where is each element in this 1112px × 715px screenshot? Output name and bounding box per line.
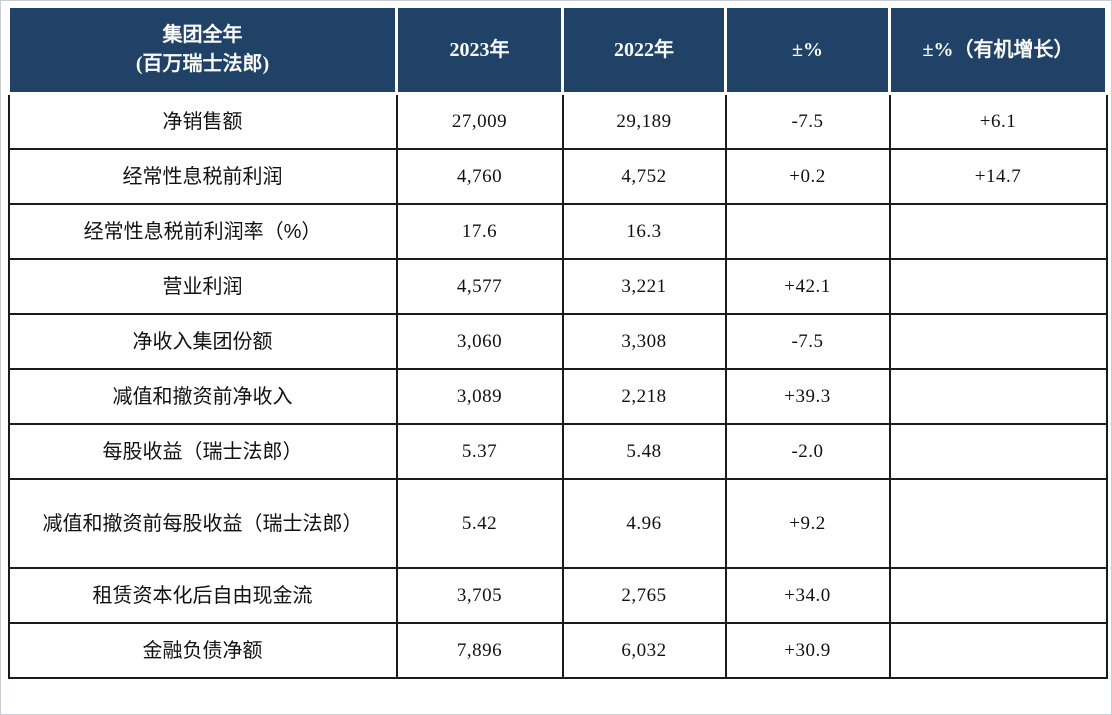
value-change-pct [724, 203, 891, 260]
header-title-line2: (百万瑞士法郎) [135, 53, 270, 75]
row-label: 减值和撤资前净收入 [7, 368, 398, 425]
value-organic-pct [888, 622, 1108, 679]
header-cell-group-metric: 集团全年 (百万瑞士法郎) [7, 5, 398, 95]
value-change-pct: +0.2 [724, 148, 891, 205]
value-2022: 2,765 [561, 567, 727, 624]
value-change-pct: -7.5 [724, 92, 891, 150]
header-cell-change-pct: ±% [724, 5, 891, 95]
table-row-free-cash-flow: 租赁资本化后自由现金流 3,705 2,765 +34.0 [7, 567, 1108, 624]
value-organic-pct [888, 258, 1108, 315]
table-row-net-sales: 净销售额 27,009 29,189 -7.5 +6.1 [7, 92, 1108, 150]
table-row-net-financial-debt: 金融负债净额 7,896 6,032 +30.9 [7, 622, 1108, 679]
financial-results-table: 集团全年 (百万瑞士法郎) 2023年 2022年 ±% ±%（有机增长） 净销… [7, 5, 1108, 679]
value-2022: 2,218 [561, 368, 727, 425]
value-organic-pct [888, 313, 1108, 370]
value-2023: 3,089 [395, 368, 564, 425]
row-label: 减值和撤资前每股收益（瑞士法郎） [7, 478, 398, 569]
row-label: 营业利润 [7, 258, 398, 315]
value-2022: 29,189 [561, 92, 727, 150]
value-2023: 5.42 [395, 478, 564, 569]
value-change-pct: +34.0 [724, 567, 891, 624]
value-2022: 16.3 [561, 203, 727, 260]
header-title-line1: 集团全年 [162, 24, 243, 46]
value-organic-pct [888, 368, 1108, 425]
value-change-pct: -2.0 [724, 423, 891, 480]
row-label: 经常性息税前利润 [7, 148, 398, 205]
value-organic-pct [888, 567, 1108, 624]
value-2022: 6,032 [561, 622, 727, 679]
table-body: 净销售额 27,009 29,189 -7.5 +6.1 经常性息税前利润 4,… [7, 92, 1108, 679]
value-2023: 3,060 [395, 313, 564, 370]
table-row-recurring-ebit: 经常性息税前利润 4,760 4,752 +0.2 +14.7 [7, 148, 1108, 205]
value-2023: 17.6 [395, 203, 564, 260]
table-row-recurring-ebit-margin: 经常性息税前利润率（%） 17.6 16.3 [7, 203, 1108, 260]
row-label: 租赁资本化后自由现金流 [7, 567, 398, 624]
value-organic-pct [888, 423, 1108, 480]
header-cell-organic-growth-pct: ±%（有机增长） [888, 5, 1108, 95]
value-2023: 27,009 [395, 92, 564, 150]
value-change-pct: +42.1 [724, 258, 891, 315]
value-change-pct: +39.3 [724, 368, 891, 425]
value-2023: 7,896 [395, 622, 564, 679]
value-organic-pct [888, 478, 1108, 569]
row-label: 每股收益（瑞士法郎） [7, 423, 398, 480]
value-2022: 4.96 [561, 478, 727, 569]
value-2023: 3,705 [395, 567, 564, 624]
table-header: 集团全年 (百万瑞士法郎) 2023年 2022年 ±% ±%（有机增长） [7, 5, 1108, 95]
value-2023: 4,760 [395, 148, 564, 205]
table-row-operating-profit: 营业利润 4,577 3,221 +42.1 [7, 258, 1108, 315]
value-change-pct: +9.2 [724, 478, 891, 569]
header-cell-2022: 2022年 [561, 5, 727, 95]
header-cell-2023: 2023年 [395, 5, 564, 95]
value-change-pct: -7.5 [724, 313, 891, 370]
value-organic-pct: +6.1 [888, 92, 1108, 150]
value-organic-pct [888, 203, 1108, 260]
row-label: 净收入集团份额 [7, 313, 398, 370]
row-label: 金融负债净额 [7, 622, 398, 679]
header-row: 集团全年 (百万瑞士法郎) 2023年 2022年 ±% ±%（有机增长） [7, 5, 1108, 95]
table-row-net-income-before-impairment: 减值和撤资前净收入 3,089 2,218 +39.3 [7, 368, 1108, 425]
table-row-eps-before-impairment: 减值和撤资前每股收益（瑞士法郎） 5.42 4.96 +9.2 [7, 478, 1108, 569]
value-2023: 4,577 [395, 258, 564, 315]
table-row-net-income-group-share: 净收入集团份额 3,060 3,308 -7.5 [7, 313, 1108, 370]
value-2023: 5.37 [395, 423, 564, 480]
table-row-eps: 每股收益（瑞士法郎） 5.37 5.48 -2.0 [7, 423, 1108, 480]
value-2022: 4,752 [561, 148, 727, 205]
row-label: 经常性息税前利润率（%） [7, 203, 398, 260]
value-2022: 5.48 [561, 423, 727, 480]
row-label: 净销售额 [7, 92, 398, 150]
value-2022: 3,221 [561, 258, 727, 315]
value-change-pct: +30.9 [724, 622, 891, 679]
value-organic-pct: +14.7 [888, 148, 1108, 205]
value-2022: 3,308 [561, 313, 727, 370]
